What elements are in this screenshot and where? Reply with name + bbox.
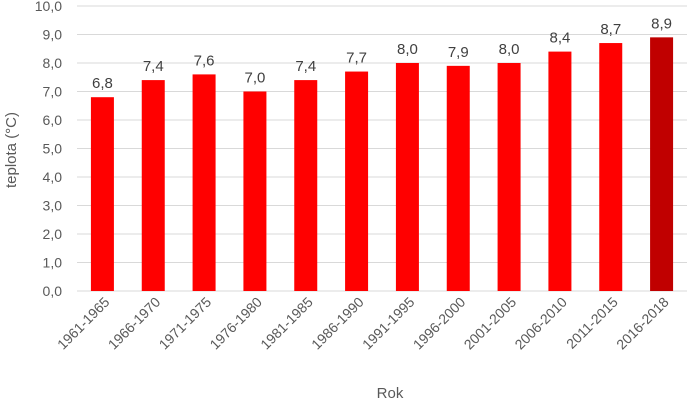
y-tick-label: 7,0 bbox=[43, 84, 63, 100]
x-tick-label: 1981-1985 bbox=[257, 294, 316, 353]
bar bbox=[294, 80, 318, 291]
data-label: 8,7 bbox=[600, 21, 621, 38]
gridlines bbox=[77, 5, 687, 292]
y-tick-label: 8,0 bbox=[43, 55, 63, 71]
y-axis-title: teplota (°C) bbox=[3, 112, 20, 188]
bar bbox=[650, 37, 674, 291]
bar bbox=[345, 71, 369, 291]
x-tick-label: 2016-2018 bbox=[613, 294, 672, 353]
bars bbox=[90, 37, 674, 292]
data-label: 7,4 bbox=[143, 58, 164, 75]
y-tick-label: 0,0 bbox=[43, 283, 63, 299]
data-label: 7,0 bbox=[244, 70, 265, 87]
x-tick-label: 2001-2005 bbox=[461, 294, 520, 353]
x-tick-label: 1991-1995 bbox=[359, 294, 418, 353]
y-axis-ticks: 0,0 1,0 2,0 3,0 4,0 5,0 6,0 7,0 8,0 9,0 10,0 bbox=[35, 0, 62, 299]
data-label: 7,7 bbox=[346, 50, 367, 67]
data-label: 7,9 bbox=[448, 44, 469, 61]
bar bbox=[90, 97, 114, 291]
x-tick-label: 1976-1980 bbox=[206, 294, 265, 353]
y-tick-label: 4,0 bbox=[43, 169, 63, 185]
y-tick-label: 2,0 bbox=[43, 226, 63, 242]
x-tick-label: 1961-1965 bbox=[54, 294, 113, 353]
data-label: 8,0 bbox=[499, 41, 520, 58]
x-tick-label: 2011-2015 bbox=[563, 294, 621, 352]
data-label: 8,0 bbox=[397, 41, 418, 58]
x-tick-label: 1971-1975 bbox=[156, 294, 215, 353]
bar bbox=[599, 43, 623, 291]
x-tick-label: 2006-2010 bbox=[511, 294, 570, 353]
y-tick-label: 10,0 bbox=[35, 0, 62, 14]
y-tick-label: 5,0 bbox=[43, 141, 63, 157]
bar bbox=[446, 65, 470, 291]
x-tick-label: 1966-1970 bbox=[105, 294, 164, 353]
data-label: 8,9 bbox=[651, 15, 672, 32]
y-tick-label: 6,0 bbox=[43, 112, 63, 128]
data-label: 8,4 bbox=[549, 30, 570, 47]
data-label: 7,6 bbox=[194, 52, 215, 69]
x-axis-ticks: 1961-19651966-19701971-19751976-19801981… bbox=[54, 294, 672, 353]
x-tick-label: 1986-1990 bbox=[308, 294, 367, 353]
bar bbox=[192, 74, 216, 292]
bar bbox=[141, 80, 165, 291]
x-tick-label: 1996-2000 bbox=[410, 294, 469, 353]
data-labels: 6,8 7,4 7,6 7,0 7,4 7,7 8,0 7,9 8,0 8,4 8,7 8,9 bbox=[92, 15, 672, 92]
data-label: 7,4 bbox=[295, 58, 316, 75]
bar bbox=[548, 51, 572, 291]
y-tick-label: 3,0 bbox=[43, 198, 63, 214]
bar bbox=[395, 63, 419, 291]
bar bbox=[243, 91, 267, 291]
y-tick-label: 9,0 bbox=[43, 27, 63, 43]
bar bbox=[497, 63, 521, 291]
y-tick-label: 1,0 bbox=[43, 255, 63, 271]
data-label: 6,8 bbox=[92, 75, 113, 92]
x-axis-title: Rok bbox=[377, 385, 404, 402]
